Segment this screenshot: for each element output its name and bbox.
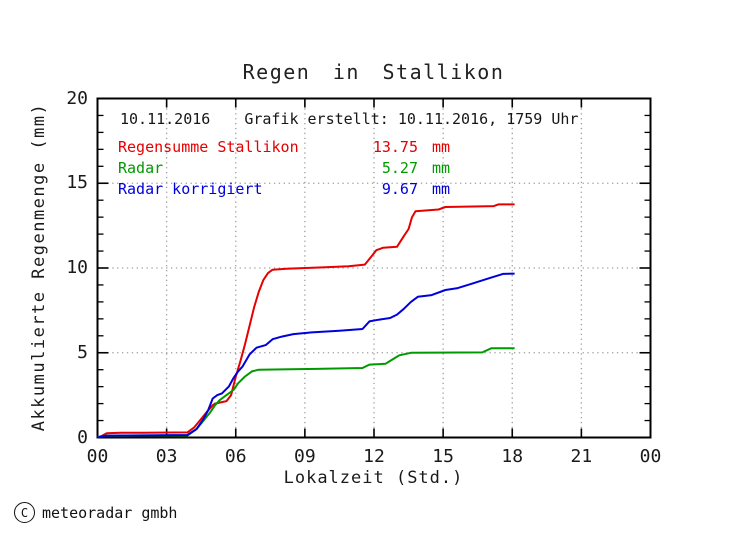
legend-series-value: 9.67 xyxy=(381,180,418,198)
legend-series-value: 13.75 xyxy=(372,138,418,156)
copyright-line: C meteoradar gmbh xyxy=(14,502,177,523)
x-axis-title: Lokalzeit (Std.) xyxy=(283,468,464,488)
x-tick-label: 18 xyxy=(501,446,524,467)
legend-series-unit: mm xyxy=(432,159,451,177)
y-tick-label: 15 xyxy=(66,172,88,194)
chart-title: Regen in Stallikon xyxy=(242,60,505,84)
legend-row-radar: Radar 5.27 mm xyxy=(118,159,462,179)
series-line-radar xyxy=(97,347,515,439)
legend-row-radar-korrigiert: Radar korrigiert 9.67 mm xyxy=(118,180,462,200)
legend-series-unit: mm xyxy=(432,180,451,198)
x-tick-label: 00 xyxy=(639,446,662,467)
created-timestamp: Grafik erstellt: 10.11.2016, 1759 Uhr xyxy=(244,110,579,128)
x-tick-label: 06 xyxy=(224,446,247,467)
x-tick-label: 12 xyxy=(363,446,385,467)
copyright-icon: C xyxy=(14,502,35,523)
legend-series-unit: mm xyxy=(432,138,451,156)
legend-row-regensumme: Regensumme Stallikon 13.75 mm xyxy=(118,138,462,158)
x-tick-label: 03 xyxy=(155,446,178,467)
x-tick-label: 15 xyxy=(432,446,454,467)
legend-series-name: Regensumme Stallikon xyxy=(118,138,299,156)
y-tick-label: 10 xyxy=(66,257,88,278)
y-tick-label: 20 xyxy=(66,87,88,109)
series-line-regensumme-stallikon xyxy=(97,203,515,439)
legend-series-name: Radar korrigiert xyxy=(118,180,263,198)
series-line-radar-korrigiert xyxy=(97,272,515,439)
y-tick-label: 5 xyxy=(77,341,88,363)
x-tick-label: 00 xyxy=(86,446,109,467)
legend-series-value: 5.27 xyxy=(381,159,418,177)
x-tick-label: 09 xyxy=(294,446,316,467)
legend-series-name: Radar xyxy=(118,159,164,177)
copyright-text: meteoradar gmbh xyxy=(42,503,178,522)
chart-info-row: 10.11.2016 Grafik erstellt: 10.11.2016, 1… xyxy=(120,110,578,128)
y-tick-label: 0 xyxy=(77,426,88,448)
measurement-date: 10.11.2016 xyxy=(120,110,211,128)
x-tick-label: 21 xyxy=(570,446,593,467)
